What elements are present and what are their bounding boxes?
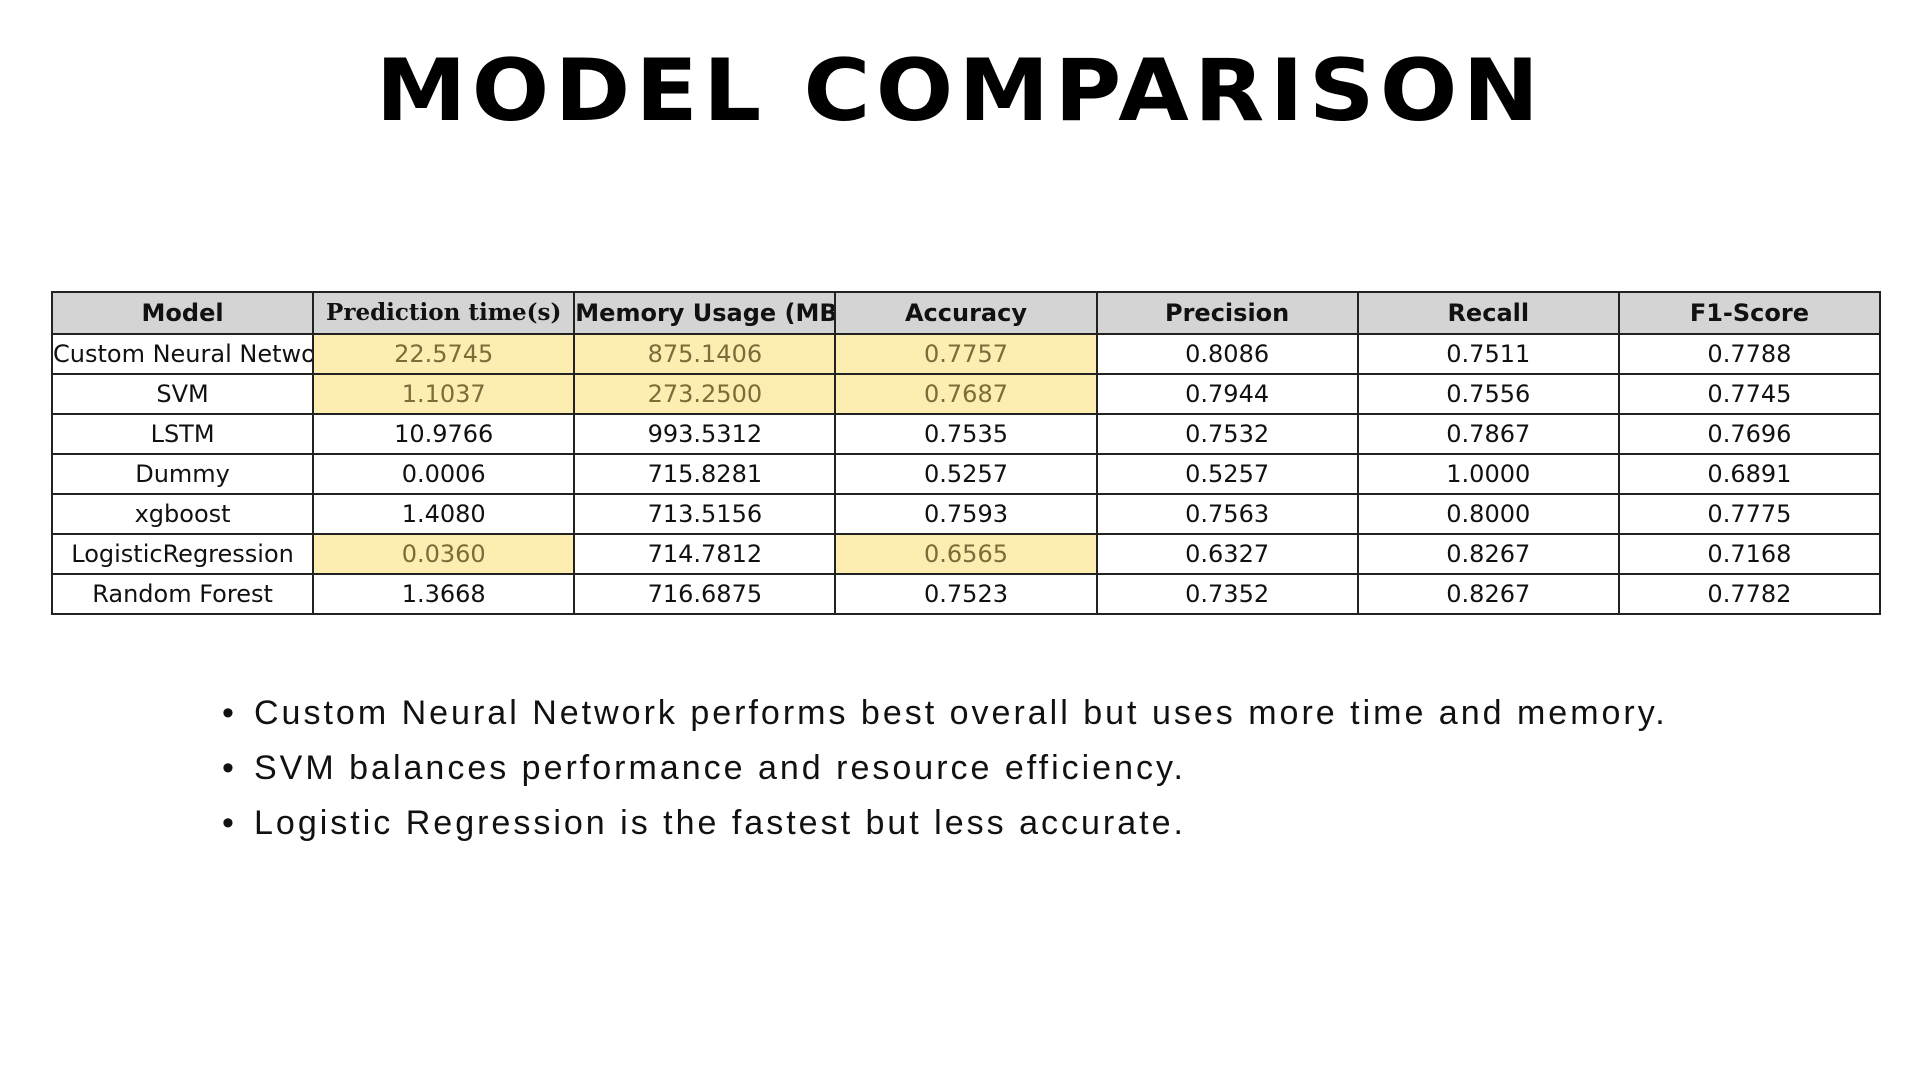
column-header-model: Model <box>50 291 315 335</box>
bullet-icon: • <box>222 804 237 842</box>
metric-cell: 10.9766 <box>312 413 576 455</box>
metric-cell: 0.6327 <box>1095 533 1359 575</box>
table-row: Dummy 0.0006 715.8281 0.5257 0.5257 1.0000 0.6… <box>50 453 1882 495</box>
metric-cell: 0.8000 <box>1356 493 1620 535</box>
metric-cell: 0.7352 <box>1095 573 1359 615</box>
summary-note-text: Custom Neural Network performs best over… <box>254 694 1668 732</box>
table-header-row: Model Prediction time(s) Memory Usage (MB)… <box>50 291 1882 335</box>
metric-cell: 0.7775 <box>1617 493 1882 535</box>
metric-cell: 0.5257 <box>1095 453 1359 495</box>
summary-note-text: SVM balances performance and resource ef… <box>254 749 1186 787</box>
metric-cell: 0.7168 <box>1617 533 1882 575</box>
metric-cell: 0.5257 <box>834 453 1098 495</box>
metric-cell: 993.5312 <box>573 413 837 455</box>
model-name-cell: Custom Neural Network <box>50 333 315 375</box>
table-row: Random Forest 1.3668 716.6875 0.7523 0.7352 0… <box>50 573 1882 615</box>
summary-note-text: Logistic Regression is the fastest but l… <box>254 804 1186 842</box>
metric-cell: 0.6891 <box>1617 453 1882 495</box>
metric-cell: 0.8086 <box>1095 333 1359 375</box>
summary-note: • SVM balances performance and resource e… <box>222 741 1668 796</box>
bullet-icon: • <box>222 749 237 787</box>
metric-cell: 714.7812 <box>573 533 837 575</box>
metric-cell: 0.7788 <box>1617 333 1882 375</box>
table-row: LogisticRegression 0.0360 714.7812 0.6565 0.… <box>50 533 1882 575</box>
metric-cell: 0.7757 <box>834 333 1098 375</box>
bullet-icon: • <box>222 694 237 732</box>
metric-cell: 0.7563 <box>1095 493 1359 535</box>
metric-cell: 0.0360 <box>312 533 576 575</box>
model-comparison-table: Model Prediction time(s) Memory Usage (MB)… <box>50 291 1882 615</box>
metric-cell: 716.6875 <box>573 573 837 615</box>
summary-note: • Logistic Regression is the fastest but … <box>222 796 1668 851</box>
metric-cell: 713.5156 <box>573 493 837 535</box>
table-row: SVM 1.1037 273.2500 0.7687 0.7944 0.7556 0.774… <box>50 373 1882 415</box>
metric-cell: 0.6565 <box>834 533 1098 575</box>
model-name-cell: SVM <box>50 373 315 415</box>
model-name-cell: Random Forest <box>50 573 315 615</box>
table-body: Custom Neural Network 22.5745 875.1406 0.77… <box>50 333 1882 615</box>
model-name-cell: xgboost <box>50 493 315 535</box>
metric-cell: 0.8267 <box>1356 573 1620 615</box>
model-name-cell: Dummy <box>50 453 315 495</box>
metric-cell: 0.7867 <box>1356 413 1620 455</box>
metric-cell: 0.7944 <box>1095 373 1359 415</box>
metric-cell: 0.7556 <box>1356 373 1620 415</box>
metric-cell: 273.2500 <box>573 373 837 415</box>
metric-cell: 0.7687 <box>834 373 1098 415</box>
column-header-accuracy: Accuracy <box>834 291 1098 335</box>
metric-cell: 0.7511 <box>1356 333 1620 375</box>
metric-cell: 0.7696 <box>1617 413 1882 455</box>
page-title: MODEL COMPARISON <box>375 41 1545 141</box>
summary-notes-list: • Custom Neural Network performs best ove… <box>222 686 1668 851</box>
table-row: xgboost 1.4080 713.5156 0.7593 0.7563 0.8000 0… <box>50 493 1882 535</box>
column-header-prediction-time-s: Prediction time(s) <box>312 291 576 335</box>
metric-cell: 1.0000 <box>1356 453 1620 495</box>
metric-cell: 0.7745 <box>1617 373 1882 415</box>
metric-cell: 0.7532 <box>1095 413 1359 455</box>
metric-cell: 0.7523 <box>834 573 1098 615</box>
table-row: Custom Neural Network 22.5745 875.1406 0.77… <box>50 333 1882 375</box>
metric-cell: 0.7535 <box>834 413 1098 455</box>
model-name-cell: LSTM <box>50 413 315 455</box>
metric-cell: 22.5745 <box>312 333 576 375</box>
comparison-table-container: Model Prediction time(s) Memory Usage (MB)… <box>50 291 1882 615</box>
metric-cell: 0.7782 <box>1617 573 1882 615</box>
column-header-recall: Recall <box>1356 291 1620 335</box>
metric-cell: 1.4080 <box>312 493 576 535</box>
metric-cell: 1.3668 <box>312 573 576 615</box>
summary-note: • Custom Neural Network performs best ove… <box>222 686 1668 741</box>
metric-cell: 0.0006 <box>312 453 576 495</box>
metric-cell: 0.7593 <box>834 493 1098 535</box>
column-header-precision: Precision <box>1095 291 1359 335</box>
column-header-f1-score: F1-Score <box>1617 291 1882 335</box>
metric-cell: 0.8267 <box>1356 533 1620 575</box>
column-header-memory-usage-mb: Memory Usage (MB) <box>573 291 837 335</box>
metric-cell: 1.1037 <box>312 373 576 415</box>
table-row: LSTM 10.9766 993.5312 0.7535 0.7532 0.7867 0.7… <box>50 413 1882 455</box>
metric-cell: 715.8281 <box>573 453 837 495</box>
metric-cell: 875.1406 <box>573 333 837 375</box>
model-name-cell: LogisticRegression <box>50 533 315 575</box>
